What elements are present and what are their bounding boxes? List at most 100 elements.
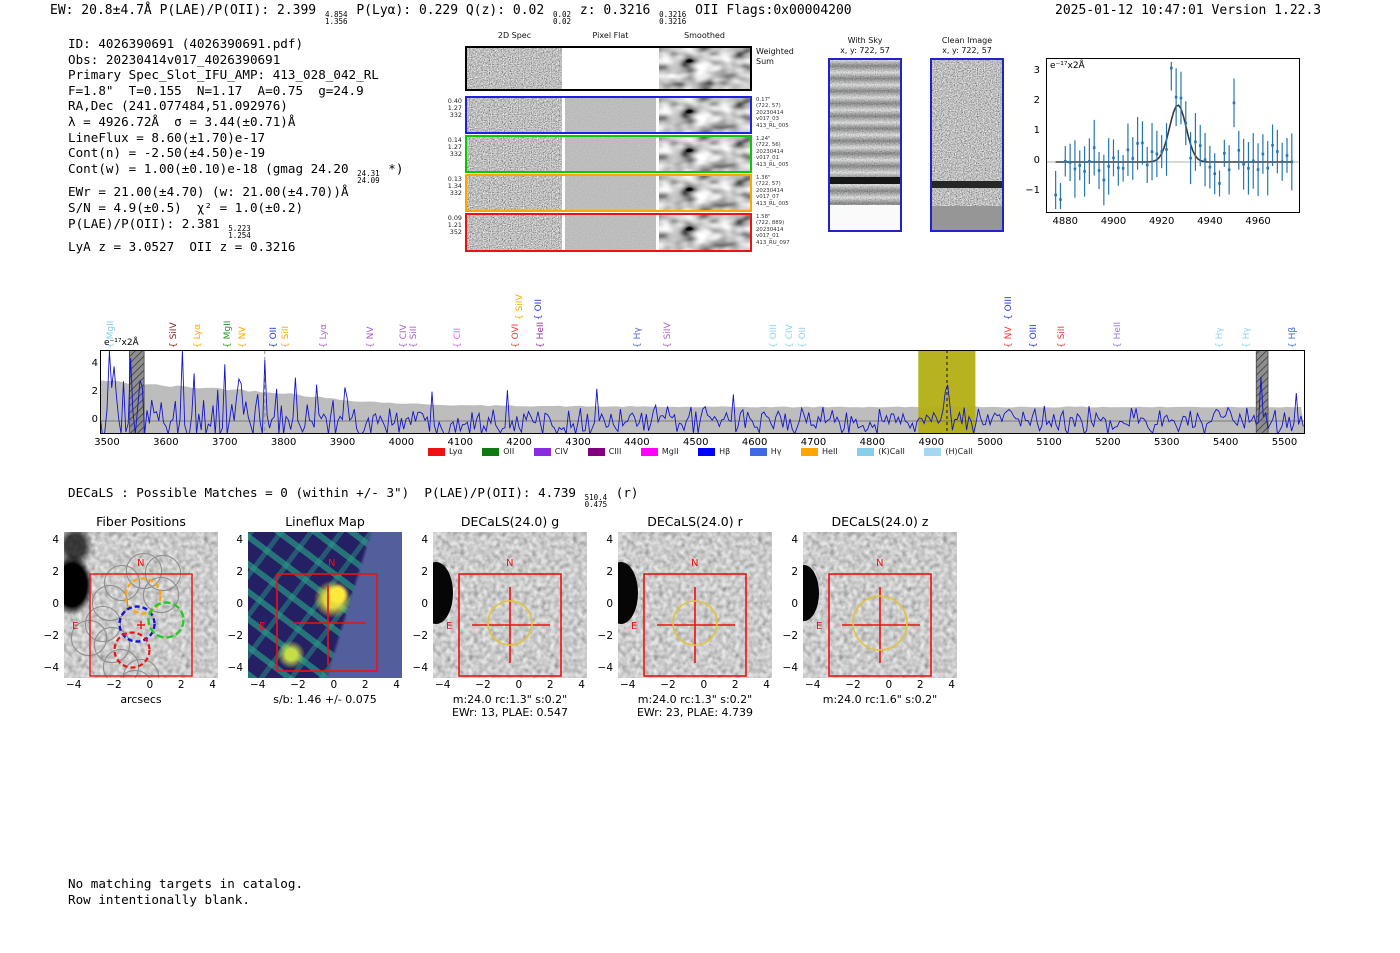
legend-swatch — [924, 447, 942, 456]
cutout-row — [465, 213, 752, 252]
decals-r-image: N E — [618, 532, 772, 678]
with-sky-title: With Sky — [847, 36, 883, 45]
line-marker-OIII: { OIII — [1003, 296, 1014, 320]
with-sky-panel: With Sky x, y: 722, 57 — [828, 36, 902, 232]
sky-bands-texture — [830, 60, 900, 230]
line-marker-SiII: { SiII — [280, 325, 291, 348]
legend-swatch — [801, 447, 819, 456]
decals-match-line: DECaLS : Possible Matches = 0 (within +/… — [68, 485, 639, 510]
lineflux-map-image: N E — [248, 532, 402, 678]
panel-caption2: EWr: 23, PLAE: 4.739 — [636, 706, 754, 719]
cutout-row-meta: 1.58" (722, 889) 20230414 v017_01 413_RU_097 — [756, 214, 790, 246]
spectrum-units-label: e⁻¹⁷x2Å — [104, 338, 139, 348]
line-marker-OVI: { OVI — [511, 323, 521, 348]
line-marker-Lyα: { Lyα — [193, 323, 204, 348]
legend-item: CIV — [533, 447, 568, 456]
cutout-row-weights: 0.09 1.21 352 — [447, 214, 462, 236]
clean-image-panel: Clean Image x, y: 722, 57 — [930, 36, 1004, 232]
y-axis-ticks: 4 2 0 −2 −4 — [782, 534, 798, 674]
cutout-row — [465, 174, 752, 212]
line-marker-OIII: { OIII — [768, 324, 779, 348]
panel-title: Lineflux Map — [285, 514, 365, 529]
with-sky-image — [828, 58, 902, 232]
summary-stats-line: EW: 20.8±4.7Å P(LAE)/P(OII): 2.399 4.854… — [50, 3, 852, 27]
clean-image-xy: x, y: 722, 57 — [942, 45, 992, 55]
line-marker-HeII: { HeII — [1113, 321, 1124, 348]
line-marker-OII: { OII — [533, 299, 544, 320]
col-header-2dspec: 2D Spec — [497, 31, 532, 40]
panel-title: DECaLS(24.0) z — [831, 514, 929, 529]
decals-z-image: N E — [803, 532, 957, 678]
panel-caption: m:24.0 rc:1.3" s:0.2" — [452, 693, 568, 706]
line-marker-NV: { NV — [1003, 326, 1014, 348]
legend-swatch — [857, 447, 875, 456]
panel-title: DECaLS(24.0) r — [647, 514, 743, 529]
cutout-row-meta: 1.24" (722, 56) 20230414 v017_01 413_RL_005 — [756, 136, 789, 168]
y-axis-ticks: 4 2 0 −2 −4 — [227, 534, 243, 674]
weighted-sum-label: Weighted Sum — [756, 47, 794, 66]
legend-swatch — [482, 447, 500, 456]
report-datetime: 2025-01-12 10:47:01 — [1055, 3, 1204, 18]
line-marker-NV: { NV — [366, 326, 377, 348]
detection-info-block: ID: 4026390691 (4026390691.pdf) Obs: 2023… — [68, 36, 404, 255]
2d-spectra-grid: Weighted Sum 0.40 1.27 332 0.17" (722, 57) 2023… — [448, 46, 825, 256]
cutout-row — [465, 135, 752, 173]
legend-item: OII — [482, 447, 514, 456]
inset-units-label: e⁻¹⁷x2Å — [1050, 61, 1085, 71]
panel-title: DECaLS(24.0) g — [460, 514, 560, 529]
legend-item: MgII — [640, 447, 679, 456]
line-marker-Hβ: { Hβ — [1287, 326, 1298, 348]
x-axis-ticks: −4 −2 0 2 4 — [620, 679, 770, 691]
line-marker-Lyα: { Lyα — [319, 323, 330, 348]
x-axis-ticks: −4 −2 0 2 4 — [805, 679, 955, 691]
line-marker-CIV: { CIV — [399, 324, 410, 348]
x-axis-ticks: −4 −2 0 2 4 — [250, 679, 400, 691]
line-marker-SiII: { SiII — [1057, 325, 1068, 348]
line-marker-SiII: { SiII — [409, 325, 420, 348]
line-marker-CII: { CII — [452, 327, 463, 348]
cutout-row-weights: 0.14 1.27 332 — [447, 136, 462, 158]
legend-swatch — [749, 447, 767, 456]
line-marker-SiIV: { SiIV — [514, 294, 525, 320]
legend-swatch — [587, 447, 605, 456]
line-marker-SiIV: { SiIV — [663, 322, 674, 348]
col-header-pixelflat: Pixel Flat — [592, 31, 629, 40]
legend-swatch — [640, 447, 658, 456]
cutout-row — [465, 46, 752, 91]
fiber-positions-image: N E — [64, 532, 218, 678]
x-axis-ticks: −4 −2 0 2 4 — [66, 679, 216, 691]
decals-g-image: N E — [433, 532, 587, 678]
line-marker-Hγ: { Hγ — [633, 327, 644, 348]
line-marker-OIII: { OIII — [1028, 324, 1039, 348]
legend-item: (K)CaII — [857, 447, 905, 456]
line-fit-chart — [1046, 58, 1300, 213]
panel-caption: m:24.0 rc:1.6" s:0.2" — [822, 693, 938, 706]
cutout-row-meta: 1.36" (722, 57) 20230414 v017_07 413_RL_005 — [756, 175, 789, 207]
panel-caption2: EWr: 13, PLAE: 0.547 — [451, 706, 569, 719]
full-spectrum-chart — [100, 350, 1305, 434]
panel-title: Fiber Positions — [96, 514, 186, 529]
legend-item: CIII — [587, 447, 621, 456]
line-marker-OII: { OII — [269, 327, 280, 348]
clean-image-title: Clean Image — [941, 36, 993, 45]
cutout-row-meta: 0.17" (722, 57) 20230414 v017_03 413_RL_005 — [756, 97, 789, 129]
line-marker-HeII: { HeII — [535, 321, 546, 348]
col-header-smoothed: Smoothed — [684, 31, 725, 40]
cutout-row-weights: 0.13 1.34 332 — [447, 175, 462, 197]
panel-caption: s/b: 1.46 +/- 0.075 — [273, 693, 377, 706]
line-marker-Hγ: { Hγ — [1242, 327, 1253, 348]
x-axis-ticks: −4 −2 0 2 4 — [435, 679, 585, 691]
legend-item: (H)CaII — [924, 447, 973, 456]
line-marker-MgII: { MgII — [223, 320, 234, 348]
catalog-match-note: No matching targets in catalog. Row inten… — [68, 876, 304, 907]
legend-item: Hβ — [698, 447, 730, 456]
spectrum-legend: Lyα OII CIV CIII MgII Hβ Hγ HeII (K)CaII (H)CaII — [428, 447, 973, 456]
report-version: Version 1.22.3 — [1211, 3, 1322, 18]
legend-swatch — [428, 447, 445, 456]
y-axis-ticks: 4 2 0 −2 −4 — [43, 534, 59, 674]
panel-caption: arcsecs — [120, 693, 162, 706]
panel-caption: m:24.0 rc:1.3" s:0.2" — [637, 693, 753, 706]
legend-item: HeII — [801, 447, 838, 456]
line-marker-SiIV: { SiIV — [168, 322, 179, 348]
